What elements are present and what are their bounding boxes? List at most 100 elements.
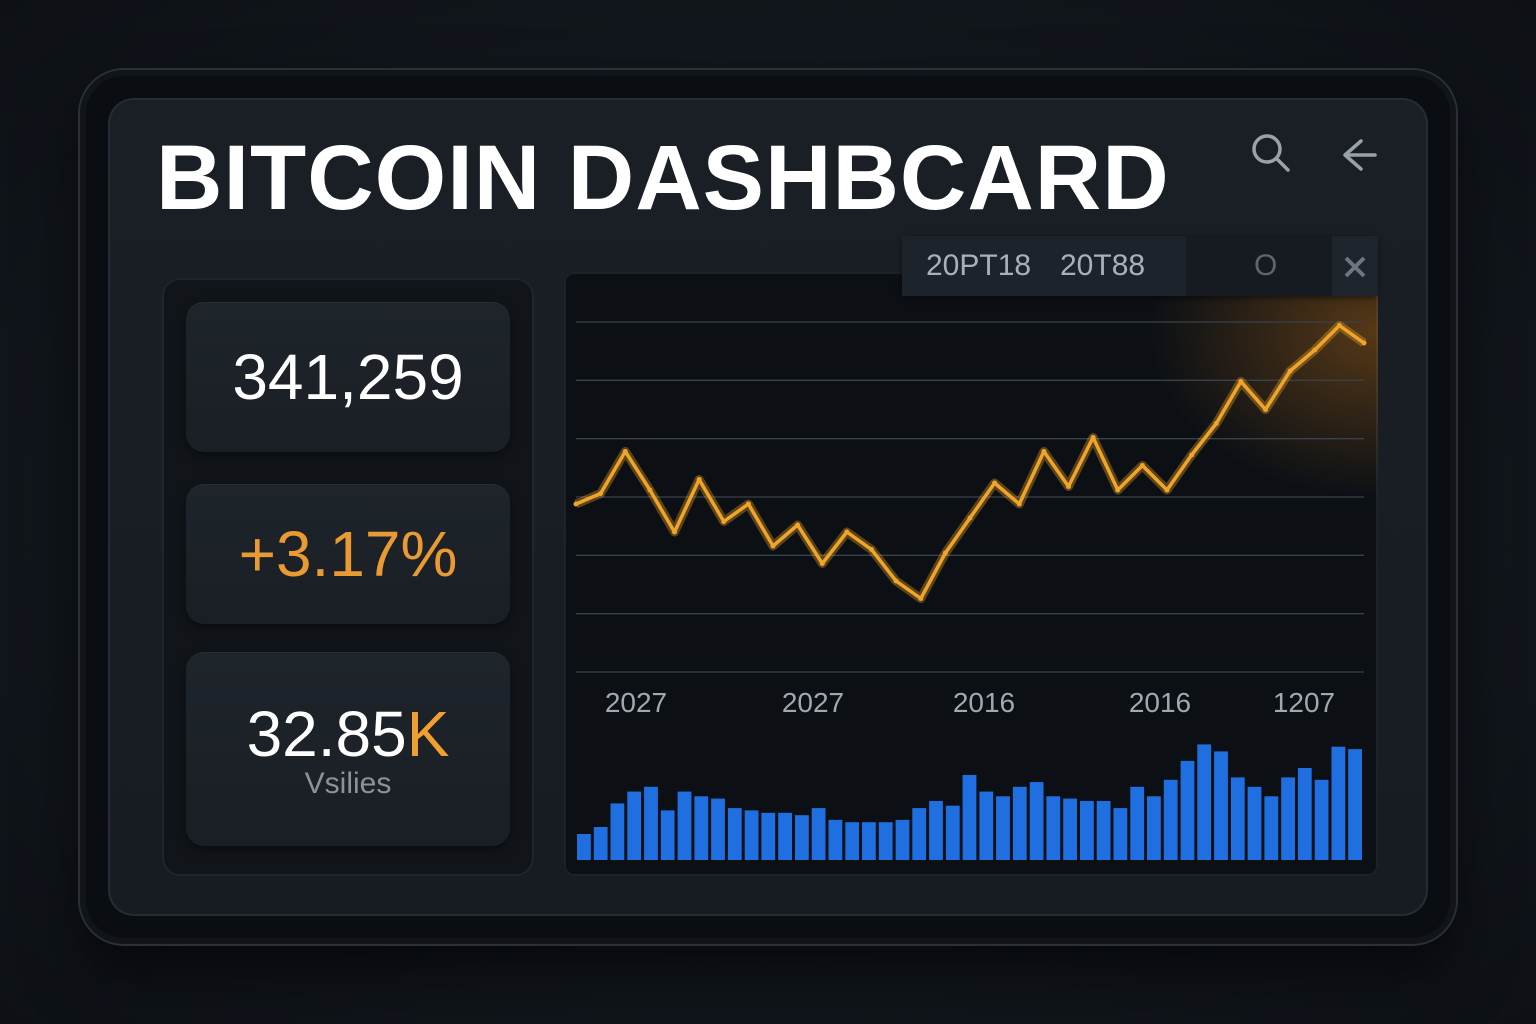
price-point: [1238, 379, 1244, 384]
volume-bar: [660, 810, 675, 860]
close-button[interactable]: [1332, 236, 1378, 296]
volume-bar: [929, 801, 943, 860]
volume-bar: [1281, 777, 1295, 860]
price-point: [918, 596, 924, 601]
volume-bar: [778, 812, 792, 860]
volume-bar: [1080, 801, 1094, 860]
volume-bar: [1331, 746, 1346, 860]
price-card[interactable]: 341,259: [186, 302, 510, 452]
price-point: [1115, 487, 1121, 493]
price-point: [696, 477, 702, 482]
volume-bar: [878, 822, 893, 860]
tab-range-1[interactable]: 20PT18: [902, 236, 1186, 296]
volume-suffix: K: [406, 698, 450, 770]
x-tick-label: 2027: [605, 687, 667, 718]
volume-bar: [912, 808, 927, 860]
volume-bar: [811, 808, 826, 860]
tab-range-1-label: 20PT18: [926, 249, 1032, 282]
volume-bar: [1029, 782, 1044, 860]
volume-bar: [694, 796, 709, 860]
volume-bar: [828, 819, 843, 860]
price-point: [598, 491, 604, 496]
close-icon: [1344, 256, 1366, 278]
volume-bar: [962, 775, 977, 860]
volume-bar-chart: [577, 744, 1362, 860]
volume-bar: [1147, 796, 1161, 860]
tab-range-2-label: 20T88: [1060, 249, 1146, 282]
volume-bar: [895, 819, 910, 860]
price-point: [869, 547, 874, 552]
x-tick-label: 1207: [1273, 687, 1335, 718]
price-point: [721, 519, 727, 524]
volume-bar: [1197, 744, 1212, 860]
volume-number: 32.85: [246, 698, 407, 770]
range-tabs: 20PT18 20T88 O: [902, 236, 1378, 296]
price-point: [844, 529, 850, 535]
volume-bar: [1130, 786, 1145, 860]
volume-bar: [1180, 760, 1195, 860]
x-tick-label: 2016: [1129, 687, 1191, 718]
price-point: [942, 550, 948, 556]
x-tick-label: 2027: [782, 687, 844, 718]
volume-bar: [1163, 779, 1178, 860]
price-point: [1164, 487, 1170, 493]
price-point: [1139, 463, 1145, 468]
volume-bar: [1046, 796, 1061, 860]
price-value: 341,259: [232, 341, 464, 413]
price-point: [573, 501, 579, 507]
volume-bar: [761, 812, 776, 860]
volume-bar: [845, 822, 860, 860]
price-point: [745, 501, 751, 507]
volume-bar: [1314, 779, 1329, 860]
volume-bar: [677, 791, 692, 860]
volume-bar: [593, 827, 608, 860]
volume-bar: [1012, 786, 1027, 860]
price-point: [672, 529, 677, 535]
price-point: [795, 522, 801, 528]
price-point: [1041, 449, 1047, 454]
price-point: [819, 561, 825, 566]
volume-bar: [1348, 749, 1362, 860]
volume-bar: [610, 803, 625, 860]
volume-bar: [1230, 777, 1245, 860]
volume-bar: [1247, 786, 1262, 860]
tab-range-3[interactable]: O: [1254, 236, 1277, 296]
price-point: [967, 515, 973, 521]
volume-bar: [744, 810, 759, 860]
volume-label: Vsilies: [304, 767, 392, 800]
price-point: [1016, 501, 1022, 507]
page-title: BITCOIN DASHBCARD: [156, 127, 1170, 229]
price-point: [1090, 435, 1096, 440]
volume-bar: [795, 815, 809, 860]
volume-bar: [862, 822, 876, 860]
tab-range-3-label: O: [1254, 249, 1278, 282]
volume-card[interactable]: 32.85K Vsilies: [186, 652, 510, 846]
search-icon[interactable]: [1248, 130, 1294, 176]
volume-bar: [644, 786, 658, 860]
price-point: [992, 480, 998, 486]
change-value: +3.17%: [238, 518, 458, 590]
volume-bar: [1264, 796, 1279, 860]
price-point: [1213, 421, 1219, 426]
tab-range-2[interactable]: 20T88: [1060, 236, 1145, 296]
volume-bar: [1214, 751, 1228, 860]
price-point: [1361, 340, 1367, 346]
price-point: [1312, 347, 1318, 353]
price-point: [1189, 452, 1195, 458]
volume-bar: [727, 808, 742, 860]
volume-bar: [1096, 801, 1111, 860]
price-point: [1336, 323, 1342, 328]
price-point: [1287, 368, 1293, 374]
volume-bar: [996, 796, 1010, 860]
price-point: [770, 543, 776, 549]
volume-bar: [1297, 768, 1312, 860]
volume-bar: [577, 834, 591, 860]
change-card[interactable]: +3.17%: [186, 484, 510, 624]
volume-bar: [979, 791, 994, 860]
price-point: [1066, 484, 1071, 489]
arrow-left-icon[interactable]: [1334, 132, 1380, 178]
volume-bar: [945, 805, 960, 860]
volume-bar: [1063, 798, 1077, 860]
volume-bar: [711, 798, 725, 860]
volume-bar: [627, 791, 642, 860]
